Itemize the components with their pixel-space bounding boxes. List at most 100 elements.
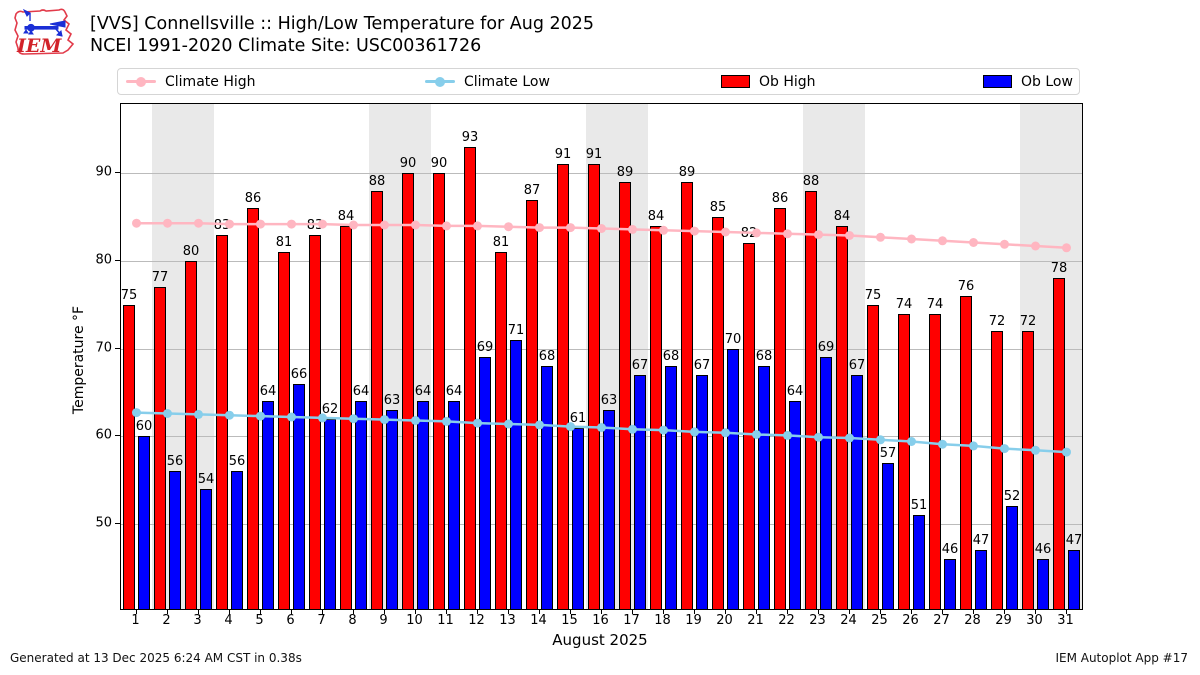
app-credit: IEM Autoplot App #17: [1055, 651, 1188, 665]
legend-swatch-icon: [126, 76, 156, 87]
climate-marker-icon: [566, 223, 575, 233]
ob-low-value-label: 70: [724, 331, 742, 347]
ob-high-bar: [774, 208, 786, 609]
x-tick-label: 21: [747, 613, 764, 628]
title-line-1: [VVS] Connellsville :: High/Low Temperat…: [90, 14, 595, 34]
ob-high-value-label: 88: [802, 173, 820, 189]
climate-marker-icon: [690, 427, 699, 437]
ob-low-bar: [262, 401, 274, 609]
climate-marker-icon: [411, 416, 420, 425]
ob-low-value-label: 57: [879, 445, 897, 461]
climate-marker-icon: [318, 413, 327, 423]
weather-vane-icon: [22, 8, 66, 37]
x-tickmark: [941, 609, 943, 614]
ob-high-value-label: 86: [771, 191, 789, 207]
ob-high-bar: [1022, 331, 1034, 609]
x-tick-label: 18: [654, 613, 671, 628]
ob-high-bar: [588, 164, 600, 609]
ob-high-bar: [557, 164, 569, 609]
ob-high-bar: [278, 252, 290, 609]
climate-marker-icon: [287, 219, 296, 229]
ob-high-bar: [898, 313, 910, 609]
ob-low-bar: [882, 462, 894, 609]
ob-low-value-label: 64: [786, 384, 804, 400]
legend-swatch-icon: [425, 76, 455, 87]
x-tickmark: [569, 609, 571, 614]
x-tick-label: 5: [255, 613, 264, 628]
climate-marker-icon: [132, 218, 141, 228]
gridline: [121, 348, 1082, 350]
x-tickmark: [259, 609, 261, 614]
x-tick-label: 11: [437, 613, 454, 628]
climate-marker-icon: [163, 218, 172, 228]
climate-marker-icon: [597, 423, 606, 432]
legend-item-climate-low: Climate Low: [425, 69, 550, 94]
x-tickmark: [879, 609, 881, 614]
ob-low-bar: [789, 401, 801, 609]
legend-label: Climate High: [165, 73, 256, 90]
x-tick-label: 25: [871, 613, 888, 628]
climate-marker-icon: [628, 424, 637, 434]
ob-high-bar: [495, 252, 507, 609]
climate-marker-icon: [535, 420, 544, 430]
climate-marker-icon: [721, 428, 730, 438]
ob-low-value-label: 61: [569, 410, 587, 426]
legend: Climate High Climate Low Ob High Ob Low: [117, 68, 1080, 95]
x-tick-label: 17: [623, 613, 640, 628]
climate-marker-icon: [845, 433, 854, 443]
climate-marker-icon: [783, 430, 792, 440]
ob-high-value-label: 87: [523, 182, 541, 198]
ob-low-bar: [417, 401, 429, 609]
x-tickmark: [817, 609, 819, 614]
x-tick-label: 29: [995, 613, 1012, 628]
climate-marker-icon: [318, 219, 327, 229]
ob-low-value-label: 60: [135, 419, 153, 435]
ob-low-bar: [510, 339, 522, 609]
ob-low-value-label: 64: [352, 384, 370, 400]
generated-timestamp: Generated at 13 Dec 2025 6:24 AM CST in …: [10, 651, 302, 665]
x-tick-label: 9: [379, 613, 388, 628]
climate-marker-icon: [566, 422, 575, 432]
ob-high-bar: [526, 199, 538, 609]
ob-high-bar: [712, 217, 724, 609]
ob-low-bar: [820, 357, 832, 609]
ob-low-value-label: 69: [476, 340, 494, 356]
x-tickmark: [352, 609, 354, 614]
ob-high-bar: [805, 190, 817, 609]
climate-marker-icon: [442, 416, 451, 426]
ob-high-bar: [247, 208, 259, 609]
x-tickmark: [538, 609, 540, 614]
x-axis-title: August 2025: [552, 631, 648, 649]
legend-item-ob-high: Ob High: [721, 69, 816, 94]
x-tick-label: 19: [685, 613, 702, 628]
x-tickmark: [910, 609, 912, 614]
ob-low-bar: [541, 366, 553, 609]
x-tick-label: 1: [131, 613, 140, 628]
x-tick-label: 22: [778, 613, 795, 628]
ob-low-value-label: 67: [848, 357, 866, 373]
y-tickmark: [115, 259, 120, 261]
ob-low-bar: [603, 409, 615, 609]
x-tick-label: 6: [286, 613, 295, 628]
climate-marker-icon: [876, 435, 885, 445]
climate-marker-icon: [1062, 447, 1071, 457]
climate-marker-icon: [256, 219, 265, 229]
x-tick-label: 7: [317, 613, 326, 628]
climate-marker-icon: [380, 415, 389, 425]
climate-marker-icon: [225, 219, 234, 229]
ob-high-value-label: 74: [926, 296, 944, 312]
ob-low-bar: [913, 515, 925, 609]
ob-low-value-label: 51: [910, 498, 928, 514]
ob-low-value-label: 63: [383, 392, 401, 408]
ob-high-value-label: 78: [1050, 261, 1068, 277]
ob-low-value-label: 68: [538, 349, 556, 365]
climate-marker-icon: [535, 223, 544, 233]
ob-high-bar: [185, 260, 197, 609]
climate-marker-icon: [380, 220, 389, 230]
climate-marker-icon: [504, 419, 513, 429]
ob-high-bar: [464, 146, 476, 609]
y-tick-label: 50: [95, 515, 112, 531]
x-tick-label: 4: [224, 613, 233, 628]
x-tick-label: 8: [348, 613, 357, 628]
